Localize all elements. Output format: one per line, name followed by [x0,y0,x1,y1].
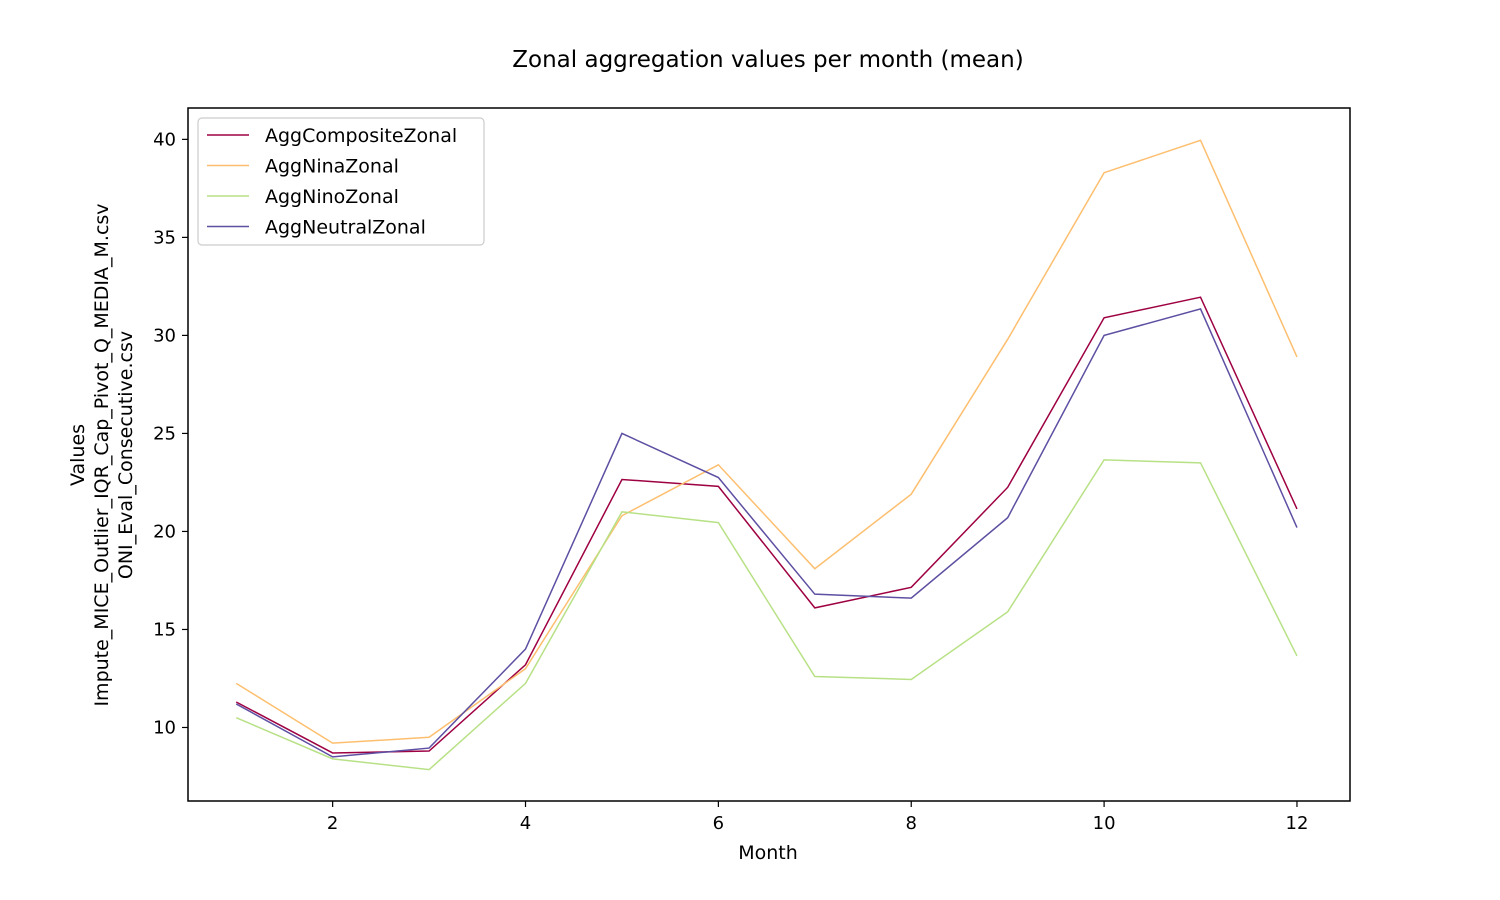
y-tick-label: 30 [153,325,176,346]
x-tick-label: 6 [713,813,724,834]
x-axis: 2 4 6 8 10 12 [327,801,1308,834]
legend-box [197,117,485,246]
series-layer [235,139,1298,771]
plot-area-frame [187,107,1351,802]
x-axis-label: Month [738,842,798,864]
x-tick-label: 12 [1286,813,1309,834]
x-tick-label: 4 [520,813,531,834]
chart-title: Zonal aggregation values per month (mean… [512,47,1023,73]
y-tick-label: 20 [153,521,176,542]
x-tick-label: 2 [327,813,338,834]
x-tick-label: 10 [1093,813,1116,834]
series-line-aggninazonal [235,139,1298,744]
y-tick-label: 10 [153,717,176,738]
series-line-aggninozonal [235,459,1298,771]
y-axis: 10 15 20 25 30 35 40 [153,129,188,738]
y-tick-label: 15 [153,619,176,640]
x-tick-label: 8 [906,813,917,834]
y-axis-label-line-2: Impute_MICE_Outlier_IQR_Cap_Pivot_Q_MEDI… [91,203,113,706]
y-axis-label-line-1: Values [67,424,89,486]
y-axis-label-line-3: ONI_Eval_Consecutive.csv [115,331,137,579]
legend-items: AggCompositeZonal AggNinaZonal AggNinoZona… [207,125,457,239]
series-line-aggcompositezonal [235,296,1298,754]
legend: AggCompositeZonal AggNinaZonal AggNinoZona… [197,117,485,246]
series-line-aggneutralzonal [235,308,1298,758]
legend-label-aggneutralzonal: AggNeutralZonal [265,217,426,239]
y-tick-label: 35 [153,227,176,248]
legend-label-aggninazonal: AggNinaZonal [265,156,399,178]
legend-label-aggcompositezonal: AggCompositeZonal [265,125,457,147]
y-tick-label: 25 [153,423,176,444]
y-axis-label: Values Impute_MICE_Outlier_IQR_Cap_Pivot… [67,203,137,706]
legend-label-aggninozonal: AggNinoZonal [265,186,399,208]
y-tick-label: 40 [153,129,176,150]
